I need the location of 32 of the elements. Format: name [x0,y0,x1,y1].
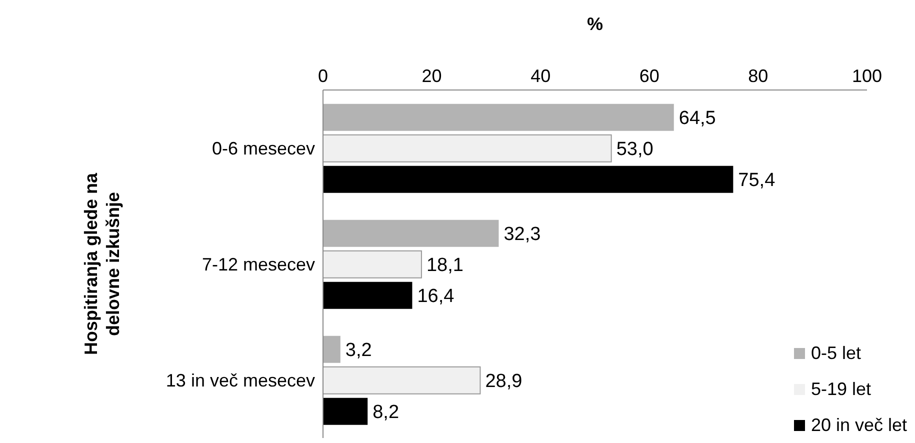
data-label: 32,3 [504,224,541,246]
bar [323,250,422,278]
data-label: 75,4 [738,170,776,192]
y-tick-label: 13 in več mesecev [166,370,315,390]
bar [323,104,674,131]
data-label: 53,0 [616,139,654,160]
data-label: 16,4 [417,286,455,308]
bar [323,366,481,394]
x-tick-label: 100 [852,66,882,86]
x-tick-label: 20 [422,66,442,86]
bar [323,282,412,309]
x-tick-label: 60 [639,66,660,86]
bar [323,134,612,162]
y-axis-title: Hospitiranja glede na delovne izkušnje [81,172,123,356]
text: 5-19 let [810,378,871,401]
data-label: 3,2 [345,340,372,362]
legend-label: 0-5 let [810,342,861,365]
bar [323,398,368,425]
y-tick-label: 7-12 mesecev [202,254,315,274]
bar [323,166,734,193]
x-tick-label: 40 [530,66,551,86]
x-tick-label: 0 [318,66,328,86]
x-axis-title: % [586,14,604,34]
bar [323,336,340,363]
data-label: 28,9 [485,371,522,392]
legend-label: 20 in več let [810,414,907,437]
data-label: 64,5 [678,108,716,130]
x-tick-label: 80 [748,66,768,86]
bar [323,220,499,247]
data-label: 8,2 [372,402,400,424]
data-label: 18,1 [426,255,464,276]
y-tick-label: 0-6 mesecev [212,138,315,158]
